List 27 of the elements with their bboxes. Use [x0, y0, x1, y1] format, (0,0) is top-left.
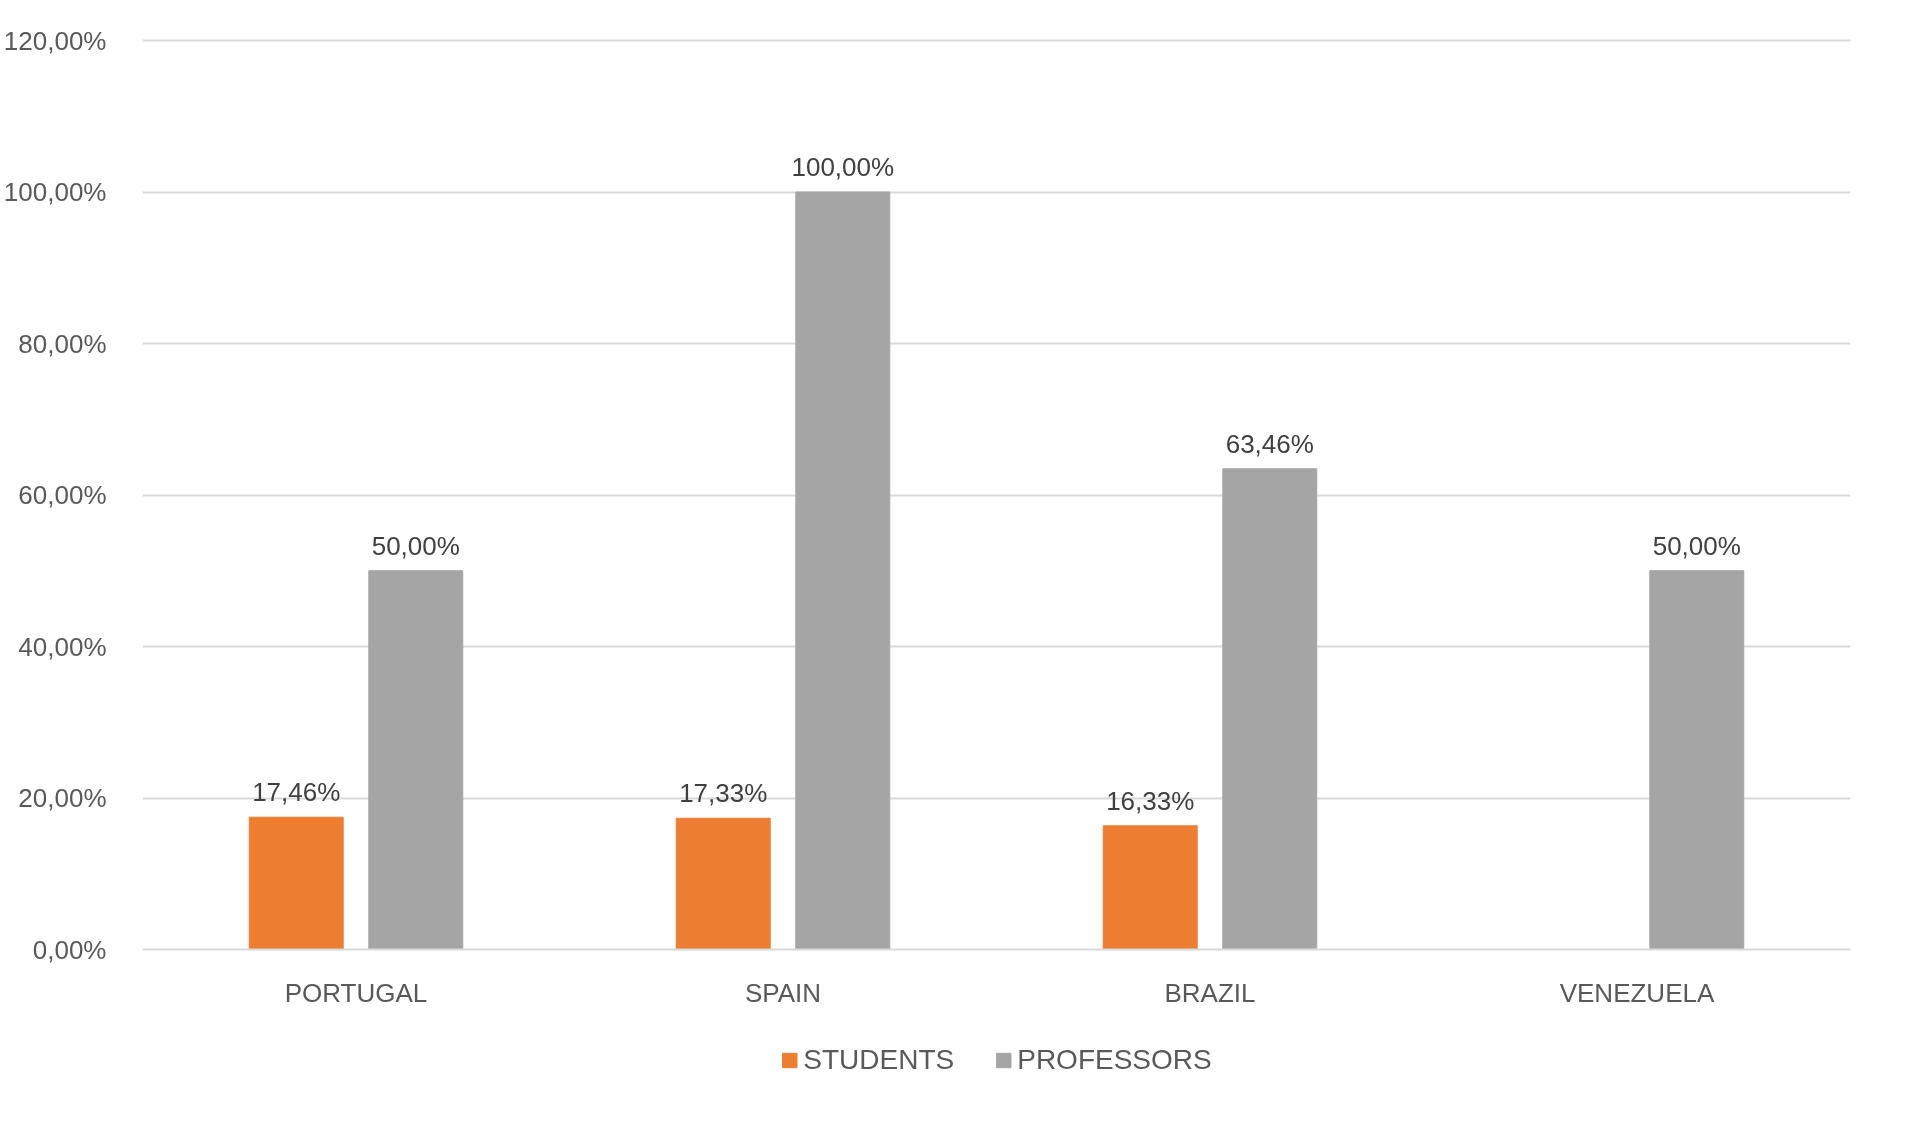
data-label: 17,33%: [679, 778, 768, 809]
data-label: 100,00%: [791, 152, 895, 182]
legend-label: PROFESSORS: [1017, 1044, 1212, 1076]
x-tick-label: PORTUGAL: [284, 977, 428, 1008]
data-label: 50,00%: [1652, 530, 1741, 561]
bar: [1222, 468, 1318, 950]
bar: [368, 570, 464, 950]
y-tick-label: 0,00%: [32, 934, 107, 965]
y-tick-label: 100,00%: [3, 177, 107, 207]
y-tick-label: 20,00%: [18, 783, 107, 813]
y-tick-label: 40,00%: [18, 631, 107, 662]
data-label: 17,46%: [252, 777, 341, 808]
x-tick-label: BRAZIL: [1164, 977, 1256, 1008]
legend-label: STUDENTS: [803, 1044, 955, 1076]
x-tick-label: VENEZUELA: [1559, 977, 1715, 1008]
x-tick-label: SPAIN: [744, 977, 822, 1008]
bar: [675, 817, 771, 950]
data-label: 16,33%: [1106, 785, 1195, 816]
bar: [248, 816, 344, 950]
data-label: 63,46%: [1225, 428, 1314, 459]
y-tick-label: 80,00%: [18, 328, 107, 359]
bar: [1649, 570, 1745, 950]
y-tick-label: 60,00%: [18, 480, 107, 510]
data-label: 50,00%: [371, 530, 460, 561]
bar: [1102, 825, 1198, 950]
y-tick-label: 120,00%: [3, 25, 107, 56]
bar: [795, 191, 891, 950]
